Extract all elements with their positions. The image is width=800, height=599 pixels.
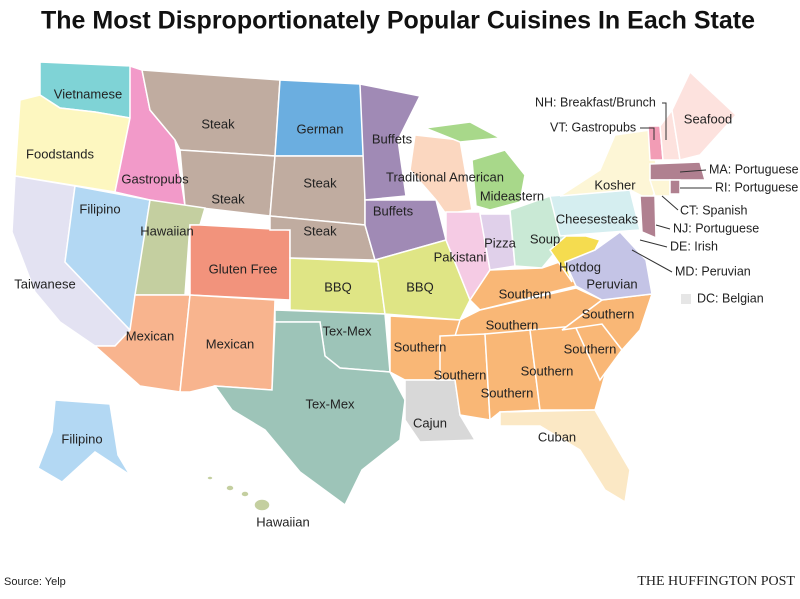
dc-swatch [681, 294, 691, 304]
brand: THE HUFFINGTON POST [637, 574, 795, 589]
region-label: German [297, 121, 344, 136]
region-label: Pizza [484, 235, 517, 250]
region-label: Hawaiian [256, 514, 309, 529]
mi [471, 149, 526, 211]
region-label: BBQ [406, 279, 433, 294]
callout-line [631, 249, 673, 273]
region-label: Southern [486, 317, 539, 332]
mi-up [422, 121, 503, 143]
region-label: Peruvian [586, 276, 637, 291]
region-label: Traditional American [386, 169, 504, 184]
nd [274, 79, 366, 157]
region-label: Tex-Mex [322, 323, 372, 338]
region-label: Hawaiian [140, 223, 193, 238]
callout-label: DE: Irish [670, 239, 718, 253]
region-label: Buffets [373, 203, 414, 218]
callout-label: NJ: Portuguese [673, 221, 759, 235]
callout-line [662, 102, 667, 140]
region-label: Buffets [372, 131, 413, 146]
region-label: Seafood [684, 111, 732, 126]
region-label: Southern [434, 367, 487, 382]
region-label: Southern [521, 363, 574, 378]
region-label: Filipino [61, 431, 102, 446]
callout-label: RI: Portuguese [715, 180, 798, 194]
region-label: Filipino [79, 201, 120, 216]
fl [499, 409, 631, 504]
callout-label: NH: Breakfast/Brunch [535, 95, 656, 109]
region-label: Southern [564, 341, 617, 356]
region-label: Cajun [413, 415, 447, 430]
callout-line [661, 195, 679, 211]
nj [639, 195, 657, 240]
region-label: Cuban [538, 429, 576, 444]
region-label: Foodstands [26, 146, 94, 161]
callout-lines [631, 102, 712, 304]
callout-line [655, 224, 671, 230]
region-label: Cheesesteaks [556, 211, 639, 226]
region-label: Mideastern [480, 188, 544, 203]
ct [648, 179, 671, 197]
region-label: Southern [582, 306, 635, 321]
region-label: Tex-Mex [305, 396, 355, 411]
region-label: Steak [303, 175, 337, 190]
callout-label: DC: Belgian [697, 291, 764, 305]
region-label: Southern [499, 286, 552, 301]
region-label: Steak [201, 116, 235, 131]
region-label: Southern [481, 385, 534, 400]
title: The Most Disproportionately Popular Cuis… [41, 7, 755, 35]
region-label: Soup [530, 231, 560, 246]
callout-line [679, 169, 707, 173]
ri [669, 179, 681, 195]
hi [240, 490, 250, 498]
region-label: Taiwanese [14, 276, 75, 291]
states [11, 61, 738, 512]
region-label: Mexican [126, 328, 174, 343]
region-label: Hotdog [559, 259, 601, 274]
callout-line [639, 239, 668, 248]
labels: Vietnamese Foodstands Gastropubs Steak G… [14, 86, 732, 529]
region-label: BBQ [324, 279, 351, 294]
region-label: Vietnamese [54, 86, 122, 101]
ma [649, 161, 706, 181]
region-label: Steak [303, 223, 337, 238]
region-label: Mexican [206, 336, 254, 351]
callout-label: CT: Spanish [680, 203, 747, 217]
region-label: Gluten Free [209, 261, 278, 276]
region-label: Southern [394, 339, 447, 354]
region-label: Kosher [594, 177, 636, 192]
source: Source: Yelp [4, 576, 66, 588]
hi [253, 498, 271, 512]
hi [225, 484, 235, 492]
mn [359, 83, 422, 201]
callout-label: VT: Gastropubs [550, 120, 636, 134]
callout-label: MD: Peruvian [675, 264, 751, 278]
region-label: Gastropubs [121, 171, 189, 186]
region-label: Pakistani [434, 249, 487, 264]
callouts: NH: Breakfast/Brunch VT: Gastropubs MA: … [535, 95, 799, 305]
region-label: Steak [211, 191, 245, 206]
sd [269, 155, 366, 226]
me [671, 70, 738, 161]
callout-label: MA: Portuguese [709, 162, 799, 176]
callout-line [640, 127, 655, 140]
hi [206, 475, 214, 481]
tx [213, 321, 406, 507]
ak [37, 399, 131, 483]
